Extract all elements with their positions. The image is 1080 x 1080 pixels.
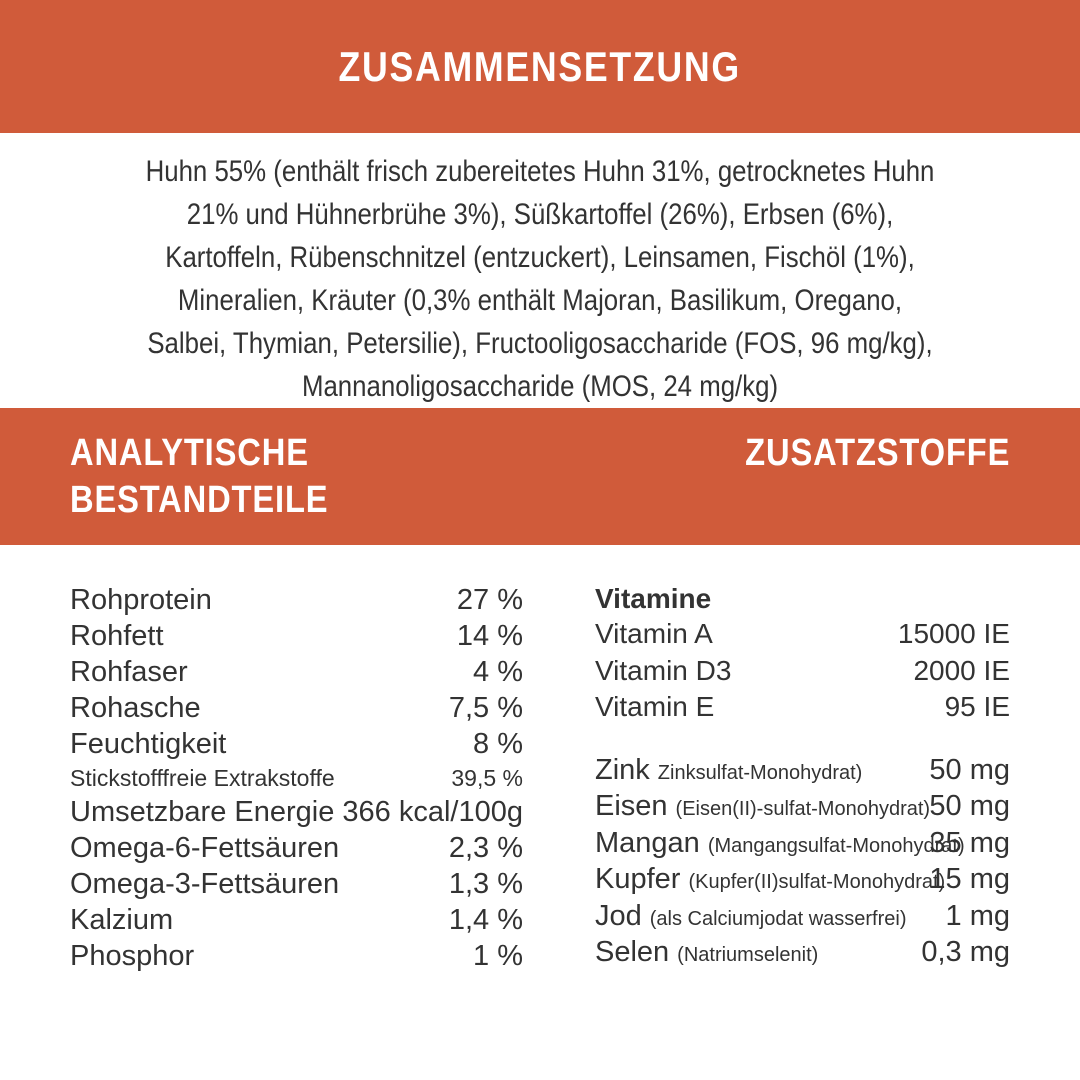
analytical-label: Omega-3-Fettsäuren [70, 868, 340, 900]
analytical-label: Rohfett [70, 620, 164, 652]
mineral-label: Selen [595, 936, 670, 968]
analytical-row: Feuchtigkeit 8 % [70, 726, 523, 762]
analytical-value: 1,4 % [448, 904, 523, 936]
composition-line: Salbei, Thymian, Petersilie), Fructoolig… [147, 327, 933, 360]
vitamin-value: 15000 IE [897, 618, 1010, 649]
composition-line: 21% und Hühnerbrühe 3%), Süßkartoffel (2… [186, 198, 894, 231]
vitamin-row: Vitamin A 15000 IE [595, 616, 1010, 653]
analytical-title-line-1: ANALYTISCHE [70, 432, 309, 474]
analytical-label: Omega-6-Fettsäuren [70, 832, 340, 864]
vitamin-label: Vitamin A [595, 618, 713, 649]
mineral-row: Kupfer (Kupfer(II)sulfat-Monohydrat) 15 m… [595, 861, 1010, 898]
mineral-label-group: Jod (als Calciumjodat wasserfrei) [595, 898, 907, 938]
analytical-value: 8 % [473, 728, 523, 760]
analytical-value: 2,3 % [448, 832, 523, 864]
mineral-row: Zink Zinksulfat-Monohydrat) 50 mg [595, 752, 1010, 789]
mineral-row: Jod (als Calciumjodat wasserfrei) 1 mg [595, 898, 1010, 935]
analytical-value: 1 % [473, 940, 523, 972]
mineral-row: Eisen (Eisen(II)-sulfat-Monohydrat) 50 mg [595, 788, 1010, 825]
analytical-section-title: ANALYTISCHE BESTANDTEILE [70, 430, 371, 524]
composition-text: Huhn 55% (enthält frisch zubereitetes Hu… [127, 150, 953, 408]
analytical-value: 39,5 % [451, 765, 523, 791]
analytical-label: Umsetzbare Energie [70, 796, 335, 828]
section-headers-band: ANALYTISCHE BESTANDTEILE ZUSATZSTOFFE [0, 408, 1080, 545]
vitamin-row: Vitamin E 95 IE [595, 689, 1010, 726]
analytical-row: Rohfett 14 % [70, 618, 523, 654]
vitamins-table: Vitamin A 15000 IE Vitamin D3 2000 IE Vi… [595, 616, 1010, 726]
mineral-label: Mangan [595, 826, 700, 859]
analytical-row: Omega-3-Fettsäuren 1,3 % [70, 866, 523, 902]
mineral-value: 0,3 mg [921, 936, 1010, 968]
mineral-label: Zink [595, 753, 650, 786]
composition-section-title: ZUSAMMENSETZUNG [338, 42, 742, 90]
mineral-label-group: Eisen (Eisen(II)-sulfat-Monohydrat) [595, 788, 930, 828]
analytical-value: 14 % [456, 620, 523, 652]
mineral-row: Selen (Natriumselenit) 0,3 mg [595, 934, 1010, 971]
analytical-row: Phosphor 1 % [70, 938, 523, 974]
mineral-label-group: Zink Zinksulfat-Monohydrat) [595, 752, 862, 792]
mineral-label-group: Mangan (Mangangsulfat-Monohydrat) [595, 825, 965, 865]
mineral-label-group: Kupfer (Kupfer(II)sulfat-Monohydrat) [595, 861, 945, 901]
mineral-source-note: Zinksulfat-Monohydrat) [657, 761, 863, 784]
analytical-title-line-2: BESTANDTEILE [70, 479, 329, 521]
analytical-row: Rohprotein 27 % [70, 582, 523, 618]
composition-line: Mannanoligosaccharide (MOS, 24 mg/kg) [301, 370, 779, 403]
composition-line: Mineralien, Kräuter (0,3% enthält Majora… [177, 284, 903, 317]
mineral-label-group: Selen (Natriumselenit) [595, 934, 818, 974]
analytical-value: 4 % [473, 656, 523, 688]
analytical-value: 1,3 % [448, 868, 523, 900]
analytical-value: 366 kcal/100g [342, 796, 523, 828]
analytical-row: Rohfaser 4 % [70, 654, 523, 690]
vitamins-header: Vitamine [595, 583, 712, 614]
additives-section-title: ZUSATZSTOFFE [744, 432, 1010, 474]
vitamin-value: 2000 IE [913, 654, 1010, 686]
additives-column: Vitamine Vitamin A 15000 IE Vitamin D3 2… [595, 582, 1010, 971]
mineral-label: Jod [595, 899, 642, 932]
analytical-label: Rohfaser [70, 656, 188, 688]
analytical-label: Feuchtigkeit [70, 728, 227, 760]
mineral-value: 15 mg [929, 863, 1010, 895]
analytical-row: Rohasche 7,5 % [70, 690, 523, 726]
analytical-row: Umsetzbare Energie 366 kcal/100g [70, 794, 523, 830]
vitamin-label: Vitamin D3 [595, 654, 732, 686]
analytical-table: Rohprotein 27 % Rohfett 14 % Rohfaser 4 … [70, 582, 523, 974]
mineral-value: 35 mg [929, 826, 1010, 859]
vitamin-label: Vitamin E [595, 691, 715, 722]
mineral-source-note: (als Calciumjodat wasserfrei) [649, 907, 907, 930]
analytical-label: Rohprotein [70, 584, 212, 616]
analytical-value: 27 % [456, 584, 523, 616]
vitamin-value: 95 IE [944, 691, 1010, 722]
mineral-row: Mangan (Mangangsulfat-Monohydrat) 35 mg [595, 825, 1010, 862]
analytical-row: Stickstofffreie Extrakstoffe 39,5 % [70, 762, 523, 794]
mineral-value: 50 mg [929, 753, 1010, 786]
mineral-source-note: (Eisen(II)-sulfat-Monohydrat) [675, 798, 931, 820]
mineral-source-note: (Natriumselenit) [677, 944, 819, 966]
minerals-table: Zink Zinksulfat-Monohydrat) 50 mg Eisen (E… [595, 752, 1010, 971]
analytical-label: Kalzium [70, 904, 174, 936]
mineral-label: Kupfer [595, 863, 681, 895]
analytical-label: Stickstofffreie Extrakstoffe [70, 765, 335, 791]
analytical-row: Kalzium 1,4 % [70, 902, 523, 938]
analytical-label: Rohasche [70, 692, 201, 724]
mineral-label: Eisen [595, 790, 668, 822]
mineral-value: 50 mg [929, 790, 1010, 822]
mineral-value: 1 mg [945, 899, 1010, 932]
analytical-row: Omega-6-Fettsäuren 2,3 % [70, 830, 523, 866]
composition-header-band: ZUSAMMENSETZUNG [0, 0, 1080, 133]
composition-line: Huhn 55% (enthält frisch zubereitetes Hu… [145, 155, 935, 188]
vitamin-row: Vitamin D3 2000 IE [595, 653, 1010, 690]
analytical-value: 7,5 % [448, 692, 523, 724]
mineral-source-note: (Kupfer(II)sulfat-Monohydrat) [688, 871, 946, 893]
composition-line: Kartoffeln, Rübenschnitzel (entzuckert),… [165, 241, 915, 274]
analytical-label: Phosphor [70, 940, 195, 972]
mineral-source-note: (Mangangsulfat-Monohydrat) [707, 834, 965, 857]
